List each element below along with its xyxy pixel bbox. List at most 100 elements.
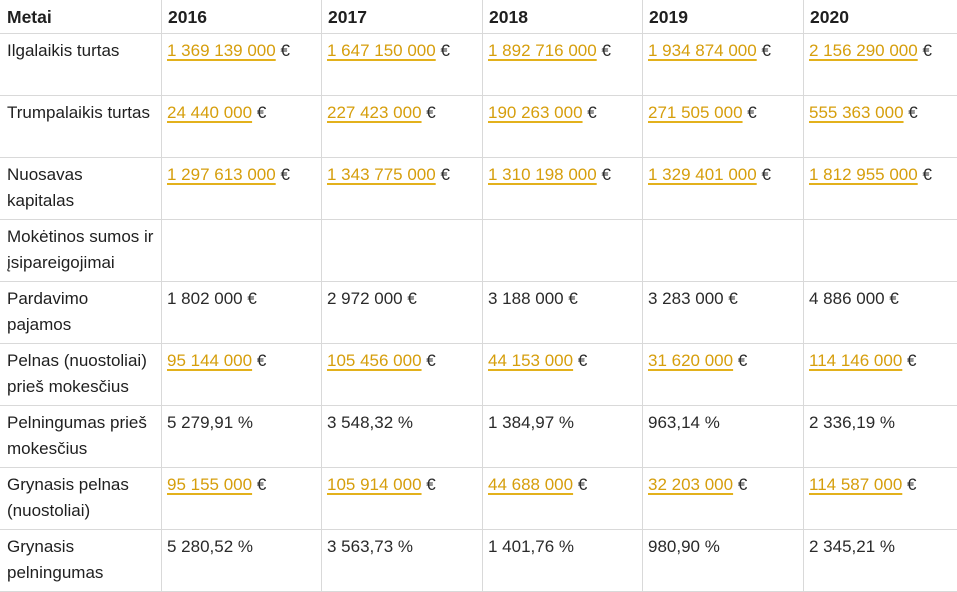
table-cell: 3 188 000 € (483, 282, 643, 344)
value-text: 2 336,19 % (809, 413, 895, 432)
row-label: Trumpalaikis turtas (0, 96, 162, 158)
table-cell: 190 263 000 € (483, 96, 643, 158)
header-label: Metai (0, 0, 162, 34)
value-link[interactable]: 114 146 000 (809, 351, 902, 370)
table-cell: 44 688 000 € (483, 468, 643, 530)
currency-symbol: € (761, 41, 770, 60)
header-row: Metai 2016 2017 2018 2019 2020 (0, 0, 957, 34)
currency-symbol: € (738, 475, 747, 494)
table-cell: 1 892 716 000 € (483, 34, 643, 96)
table-cell: 32 203 000 € (643, 468, 804, 530)
value-link[interactable]: 95 155 000 (167, 475, 252, 494)
row-label: Pelnas (nuostoliai) prieš mokesčius (0, 344, 162, 406)
table-cell: 4 886 000 € (804, 282, 957, 344)
row-label: Nuosavas kapitalas (0, 158, 162, 220)
value-link[interactable]: 24 440 000 (167, 103, 252, 122)
header-year: 2017 (322, 0, 483, 34)
currency-symbol: € (738, 351, 747, 370)
table-cell: 24 440 000 € (162, 96, 322, 158)
value-link[interactable]: 2 156 290 000 (809, 41, 918, 60)
value-text: 963,14 % (648, 413, 720, 432)
value-link[interactable]: 105 456 000 (327, 351, 422, 370)
currency-symbol: € (440, 41, 449, 60)
table-row: Pelningumas prieš mokesčius 5 279,91 % 3 5… (0, 406, 957, 468)
table-cell: 1 812 955 000 € (804, 158, 957, 220)
table-cell (483, 220, 643, 282)
table-cell (162, 220, 322, 282)
currency-symbol: € (907, 475, 916, 494)
value-link[interactable]: 1 343 775 000 (327, 165, 436, 184)
table-cell: 2 336,19 % (804, 406, 957, 468)
table-cell (804, 220, 957, 282)
value-link[interactable]: 1 329 401 000 (648, 165, 757, 184)
value-text: 1 802 000 € (167, 289, 257, 308)
value-link[interactable]: 1 934 874 000 (648, 41, 757, 60)
table-cell: 1 297 613 000 € (162, 158, 322, 220)
table-row: Pardavimo pajamos 1 802 000 € 2 972 000 € 3… (0, 282, 957, 344)
row-label: Pelningumas prieš mokesčius (0, 406, 162, 468)
value-link[interactable]: 114 587 000 (809, 475, 902, 494)
currency-symbol: € (601, 41, 610, 60)
header-year: 2020 (804, 0, 957, 34)
value-link[interactable]: 227 423 000 (327, 103, 422, 122)
value-link[interactable]: 1 812 955 000 (809, 165, 918, 184)
value-link[interactable]: 271 505 000 (648, 103, 743, 122)
table-cell: 114 146 000 € (804, 344, 957, 406)
value-link[interactable]: 31 620 000 (648, 351, 733, 370)
table-cell: 1 329 401 000 € (643, 158, 804, 220)
currency-symbol: € (578, 475, 587, 494)
value-text: 1 401,76 % (488, 537, 574, 556)
value-link[interactable]: 1 647 150 000 (327, 41, 436, 60)
currency-symbol: € (257, 103, 266, 122)
table-cell: 1 369 139 000 € (162, 34, 322, 96)
table-cell: 3 283 000 € (643, 282, 804, 344)
table-cell: 2 156 290 000 € (804, 34, 957, 96)
table-cell: 1 647 150 000 € (322, 34, 483, 96)
table-cell: 1 934 874 000 € (643, 34, 804, 96)
currency-symbol: € (257, 475, 266, 494)
value-link[interactable]: 44 153 000 (488, 351, 573, 370)
currency-symbol: € (440, 165, 449, 184)
value-link[interactable]: 1 310 198 000 (488, 165, 597, 184)
currency-symbol: € (922, 165, 931, 184)
table-cell (643, 220, 804, 282)
value-link[interactable]: 44 688 000 (488, 475, 573, 494)
value-text: 4 886 000 € (809, 289, 899, 308)
table-cell: 44 153 000 € (483, 344, 643, 406)
table-cell: 31 620 000 € (643, 344, 804, 406)
table-cell: 95 155 000 € (162, 468, 322, 530)
value-link[interactable]: 32 203 000 (648, 475, 733, 494)
value-link[interactable]: 1 297 613 000 (167, 165, 276, 184)
currency-symbol: € (907, 351, 916, 370)
table-cell: 555 363 000 € (804, 96, 957, 158)
table-cell: 2 972 000 € (322, 282, 483, 344)
currency-symbol: € (426, 351, 435, 370)
value-link[interactable]: 105 914 000 (327, 475, 422, 494)
value-link[interactable]: 1 369 139 000 (167, 41, 276, 60)
value-text: 3 548,32 % (327, 413, 413, 432)
value-text: 5 279,91 % (167, 413, 253, 432)
row-label: Pardavimo pajamos (0, 282, 162, 344)
value-text: 3 563,73 % (327, 537, 413, 556)
currency-symbol: € (601, 165, 610, 184)
value-link[interactable]: 1 892 716 000 (488, 41, 597, 60)
value-text: 5 280,52 % (167, 537, 253, 556)
currency-symbol: € (257, 351, 266, 370)
header-year: 2016 (162, 0, 322, 34)
row-label: Grynasis pelnas (nuostoliai) (0, 468, 162, 530)
value-link[interactable]: 555 363 000 (809, 103, 904, 122)
table-cell: 105 914 000 € (322, 468, 483, 530)
value-text: 2 972 000 € (327, 289, 417, 308)
table-cell: 1 310 198 000 € (483, 158, 643, 220)
table-cell: 963,14 % (643, 406, 804, 468)
currency-symbol: € (426, 103, 435, 122)
value-text: 1 384,97 % (488, 413, 574, 432)
table-cell: 227 423 000 € (322, 96, 483, 158)
value-link[interactable]: 95 144 000 (167, 351, 252, 370)
currency-symbol: € (280, 41, 289, 60)
value-link[interactable]: 190 263 000 (488, 103, 583, 122)
